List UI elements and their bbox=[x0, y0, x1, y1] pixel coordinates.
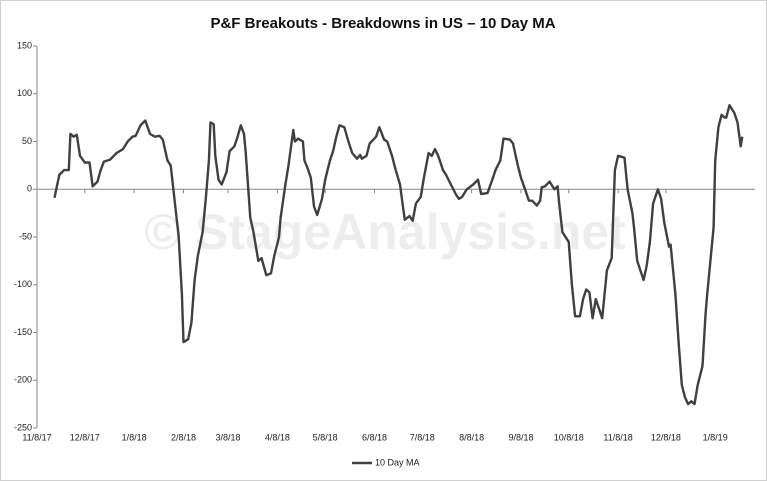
x-tick-label: 2/8/18 bbox=[171, 432, 196, 442]
x-tick-label: 11/8/18 bbox=[603, 432, 632, 442]
data-line bbox=[53, 104, 744, 406]
x-tick-label: 1/8/18 bbox=[122, 432, 147, 442]
x-tick-label: 11/8/17 bbox=[22, 432, 51, 442]
watermark: © StageAnalysis.net bbox=[144, 204, 626, 260]
y-tick-label: 50 bbox=[22, 136, 32, 146]
x-tick-label: 12/8/17 bbox=[70, 432, 100, 442]
y-tick-label: 0 bbox=[27, 184, 32, 194]
x-tick-label: 5/8/18 bbox=[313, 432, 338, 442]
y-tick-label: -200 bbox=[14, 375, 32, 385]
x-tick-label: 1/8/19 bbox=[703, 432, 728, 442]
y-tick-label: 100 bbox=[17, 88, 32, 98]
y-tick-label: -100 bbox=[14, 279, 32, 289]
x-tick-label: 8/8/18 bbox=[459, 432, 484, 442]
x-tick-label: 9/8/18 bbox=[508, 432, 533, 442]
x-tick-label: 7/8/18 bbox=[410, 432, 435, 442]
x-tick-label: 10/8/18 bbox=[554, 432, 584, 442]
x-tick-label: 3/8/18 bbox=[216, 432, 241, 442]
x-tick-label: 4/8/18 bbox=[265, 432, 290, 442]
y-tick-label: -250 bbox=[14, 422, 32, 432]
x-tick-label: 6/8/18 bbox=[362, 432, 387, 442]
chart-title: P&F Breakouts - Breakdowns in US – 10 Da… bbox=[210, 15, 555, 32]
y-tick-label: -50 bbox=[19, 231, 32, 241]
y-tick-label: 150 bbox=[17, 40, 32, 50]
y-tick-label: -150 bbox=[14, 327, 32, 337]
legend-label: 10 Day MA bbox=[375, 457, 420, 467]
x-tick-label: 12/8/18 bbox=[651, 432, 681, 442]
